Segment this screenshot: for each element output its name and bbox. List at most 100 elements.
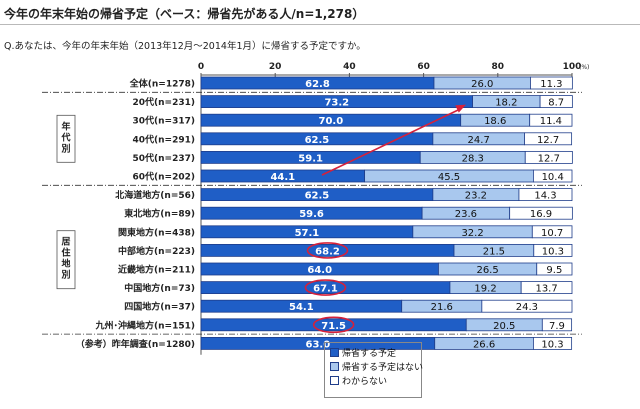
data-label: 57.1 [295, 228, 320, 239]
legend-swatch-plan [330, 347, 339, 357]
category-label: 30代(n=317) [133, 115, 196, 127]
data-label: 28.3 [462, 153, 484, 164]
data-label: 12.7 [537, 135, 559, 146]
category-label: 50代(n=237) [133, 152, 196, 164]
data-label: 8.7 [548, 98, 564, 109]
data-label: 63.0 [306, 339, 331, 350]
x-tick-label: 60 [417, 62, 430, 72]
x-unit-label: (%) [579, 64, 589, 71]
data-label: 59.1 [298, 153, 323, 164]
data-label: 26.6 [473, 339, 495, 350]
bar-segment-unknown [524, 132, 573, 146]
data-label: 54.1 [289, 302, 314, 313]
survey-question: Q.あなたは、今年の年末年始（2013年12月～2014年1月）に帰省する予定で… [4, 41, 366, 52]
category-label: 東北地方(n=89) [124, 208, 195, 220]
data-label: 62.5 [305, 135, 330, 146]
data-label: 62.5 [305, 191, 330, 202]
legend-swatch-unknown [330, 375, 339, 385]
legend-item-no-plan: 帰省する予定はない [330, 360, 424, 373]
data-label: 68.2 [315, 246, 340, 257]
data-label: 59.6 [299, 209, 324, 220]
category-label: 全体(n=1278) [129, 78, 195, 90]
data-label: 10.4 [542, 172, 564, 183]
bar-segment-unknown [481, 299, 573, 313]
data-label: 20.5 [493, 321, 515, 332]
x-tick-label: 80 [492, 62, 505, 72]
group-label-char: 別 [60, 142, 70, 154]
data-label: 9.5 [546, 265, 562, 276]
highlight-ellipse [306, 242, 349, 259]
bar-segment-unknown [533, 336, 573, 350]
group-label-char: 代 [60, 131, 70, 143]
page-title: 今年の年末年始の帰省予定（ベース：帰省先がある人/n=1,278） [4, 7, 365, 21]
highlight-ellipse [304, 279, 347, 296]
data-label: 71.5 [321, 321, 346, 332]
data-label: 10.3 [542, 246, 564, 257]
data-label: 32.2 [461, 228, 483, 239]
data-label: 26.5 [476, 265, 498, 276]
data-label: 26.0 [471, 79, 493, 90]
bar-segment-unknown [518, 188, 573, 202]
title-divider [0, 24, 640, 25]
legend-label-no-plan: 帰省する予定はない [342, 362, 424, 373]
data-label: 62.8 [305, 79, 330, 90]
trend-arrow-line [321, 107, 462, 176]
x-tick-label: 100 [563, 62, 582, 72]
legend-swatch-no-plan [330, 361, 339, 371]
category-label: 近畿地方(n=211) [118, 264, 195, 276]
category-label: 九州･沖縄地方(n=151) [95, 319, 195, 331]
data-label: 24.7 [468, 135, 490, 146]
data-label: 10.7 [541, 228, 563, 239]
chart-legend: 帰省する予定 帰省する予定はない わからない [330, 346, 423, 388]
group-box [56, 114, 76, 163]
bar-segment-unknown [531, 225, 573, 239]
category-label: 中国地方(n=73) [124, 282, 195, 294]
x-tick-label: 40 [343, 62, 356, 72]
data-label: 73.2 [324, 98, 349, 109]
data-label: 11.3 [540, 79, 562, 90]
data-label: 21.5 [483, 246, 505, 257]
bar-segment-unknown [539, 95, 573, 108]
category-label: 60代(n=202) [133, 171, 196, 183]
data-label: 10.3 [541, 339, 563, 350]
bar-segment-unknown [509, 206, 573, 220]
bar-segment-unknown [536, 262, 573, 276]
data-label: 21.6 [431, 302, 453, 313]
category-label: 関東地方(n=438) [118, 226, 195, 238]
data-label: 24.3 [516, 302, 538, 313]
bar-segment-unknown [530, 76, 573, 90]
data-label: 67.1 [313, 284, 338, 295]
group-label-char: 居 [61, 237, 70, 248]
legend-label-unknown: わからない [342, 376, 388, 387]
category-label: 中部地方(n=223) [118, 245, 195, 257]
highlight-ellipse [312, 316, 355, 334]
data-label: 18.6 [484, 116, 506, 127]
data-label: 14.3 [534, 191, 556, 202]
group-label-char: 別 [60, 269, 70, 281]
x-tick-label: 0 [198, 62, 204, 72]
data-label: 23.6 [455, 209, 477, 220]
data-label: 13.7 [535, 284, 557, 295]
data-label: 16.9 [530, 209, 552, 220]
data-label: 18.2 [495, 98, 517, 109]
legend-frame [324, 342, 422, 398]
data-label: 23.2 [465, 191, 487, 202]
data-label: 45.5 [438, 172, 460, 183]
category-label: 20代(n=231) [133, 96, 196, 108]
data-label: 7.9 [549, 321, 565, 332]
bar-segment-unknown [520, 281, 573, 295]
legend-label-plan: 帰省する予定 [342, 348, 397, 359]
bar-segment-unknown [524, 150, 573, 164]
category-label: 四国地方(n=37) [124, 301, 195, 313]
group-label-char: 年 [61, 120, 70, 132]
trend-arrow-head [455, 104, 466, 113]
bar-segment-unknown [533, 243, 573, 257]
data-label: 12.7 [538, 153, 560, 164]
category-label: 北海道地方(n=56) [115, 189, 195, 201]
legend-item-plan: 帰省する予定 [330, 346, 423, 359]
category-label: （参考）昨年調査(n=1280) [76, 338, 195, 350]
data-label: 19.2 [474, 284, 496, 295]
legend-item-unknown: わからない [330, 374, 423, 387]
x-tick-label: 20 [269, 62, 282, 72]
